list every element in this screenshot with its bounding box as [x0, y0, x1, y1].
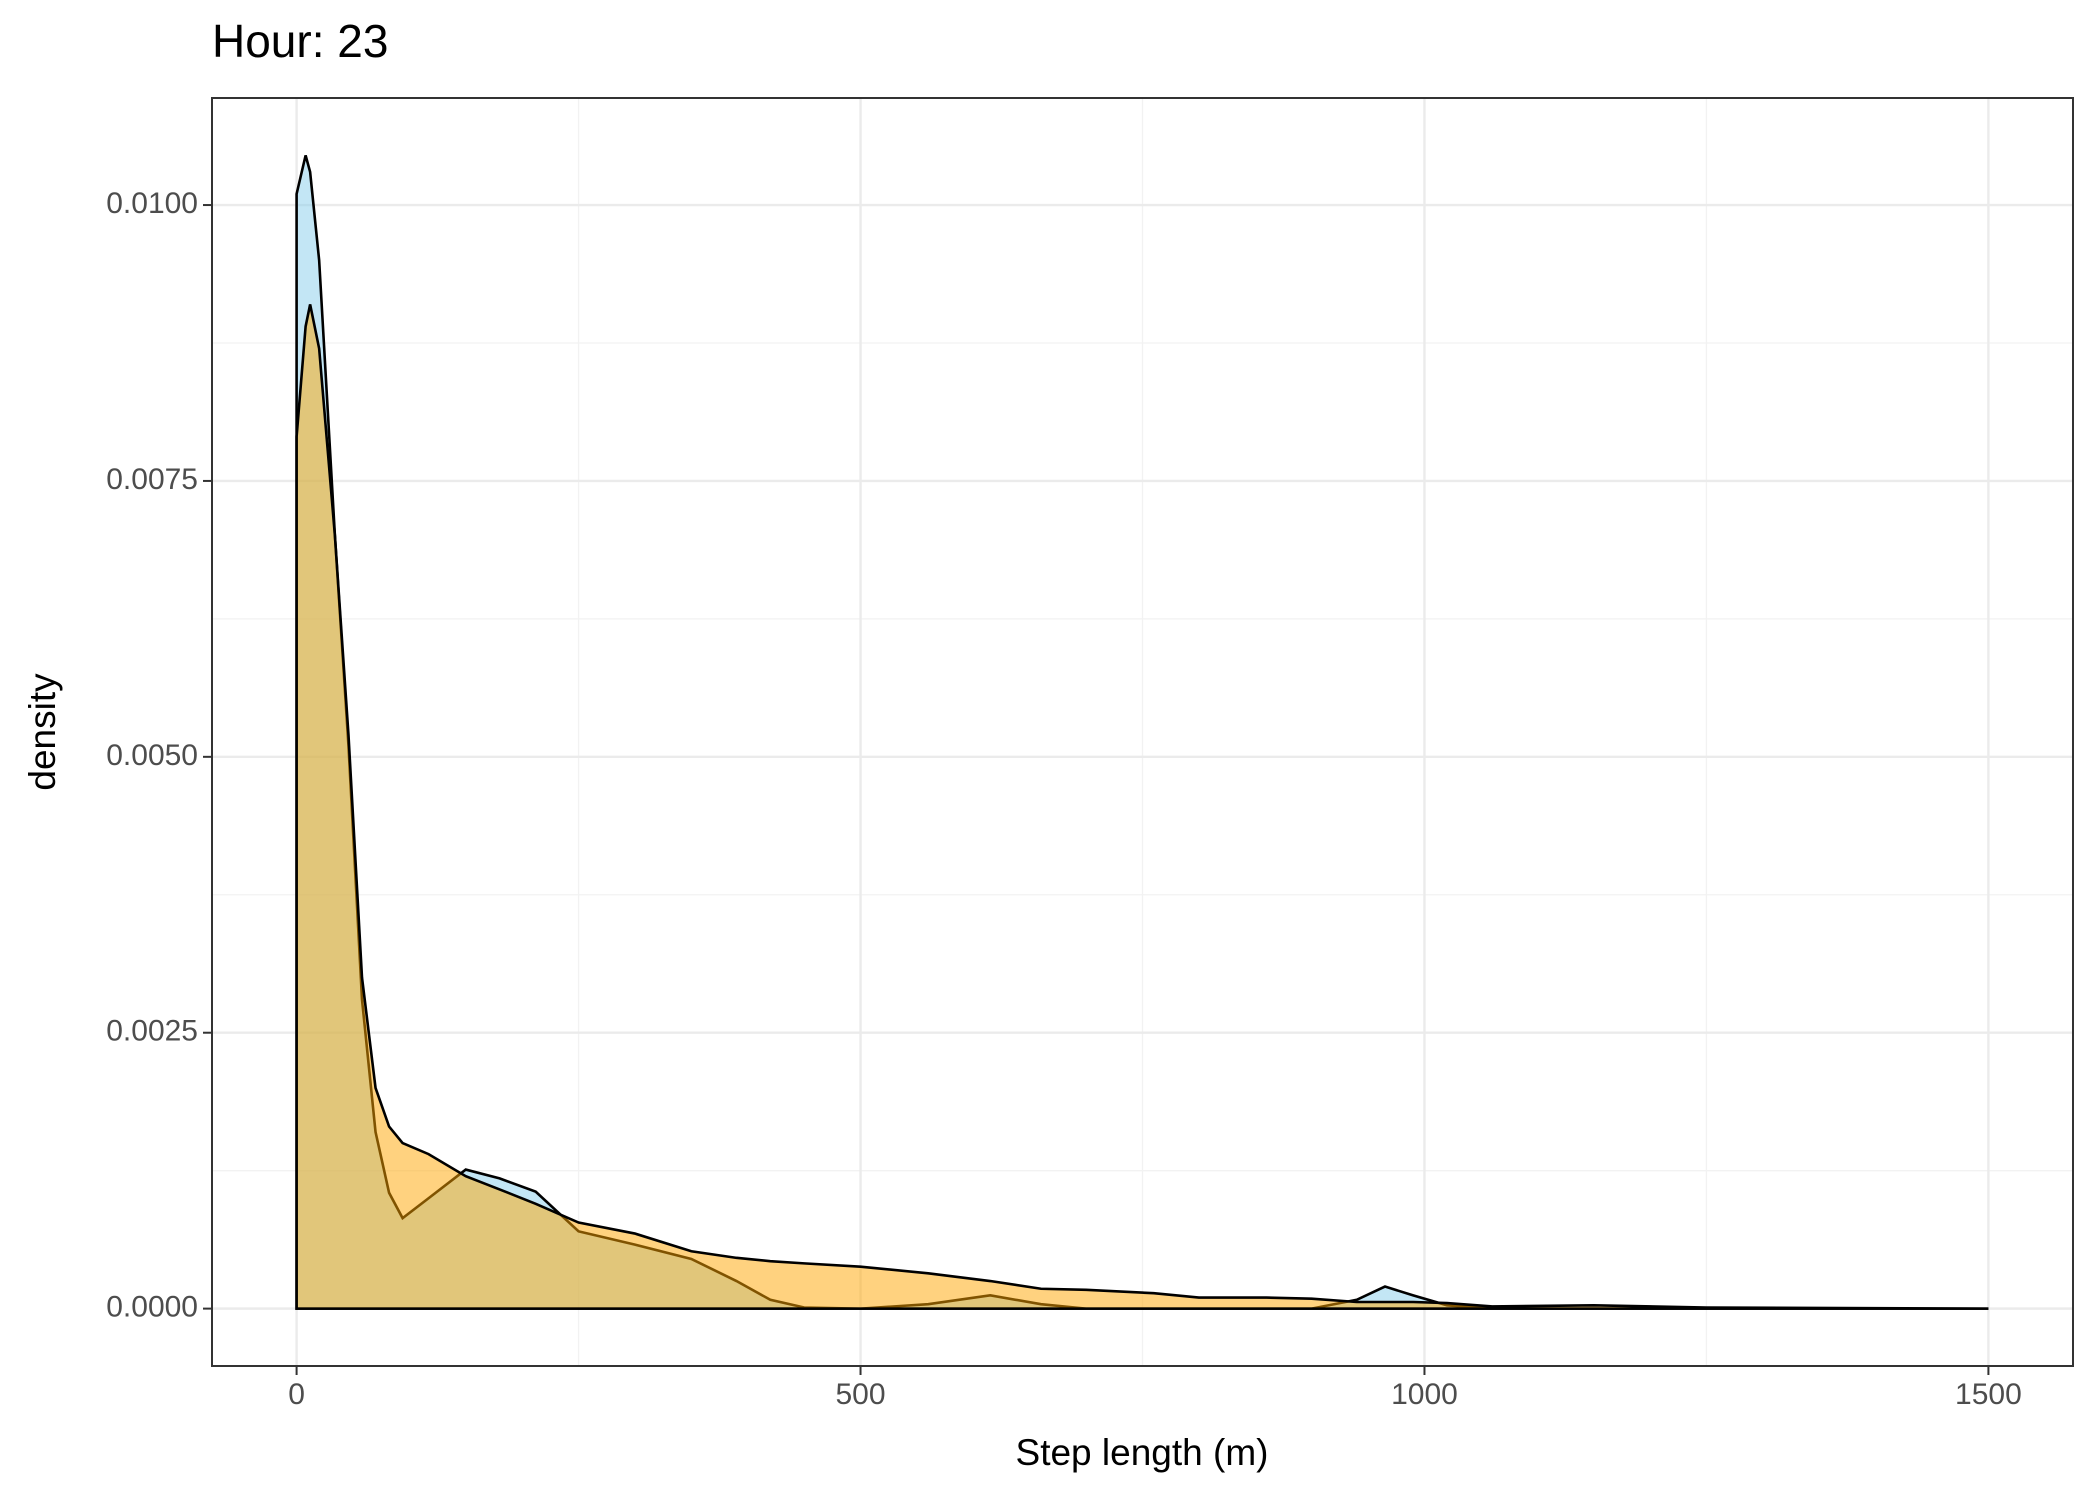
x-tick-label: 500 — [835, 1378, 885, 1411]
y-tick-label: 0.0075 — [106, 463, 198, 496]
y-tick-label: 0.0100 — [106, 187, 198, 220]
chart-title: Hour: 23 — [212, 15, 388, 67]
x-tick-label: 1000 — [1391, 1378, 1458, 1411]
x-tick-label: 1500 — [1955, 1378, 2022, 1411]
x-axis-title: Step length (m) — [1016, 1432, 1269, 1473]
y-tick-label: 0.0025 — [106, 1015, 198, 1048]
x-tick-label: 0 — [288, 1378, 305, 1411]
y-tick-label: 0.0000 — [106, 1291, 198, 1324]
y-tick-label: 0.0050 — [106, 739, 198, 772]
y-axis-title: density — [22, 673, 63, 791]
density-area — [295, 304, 1989, 1310]
plot-border — [211, 97, 2074, 1367]
